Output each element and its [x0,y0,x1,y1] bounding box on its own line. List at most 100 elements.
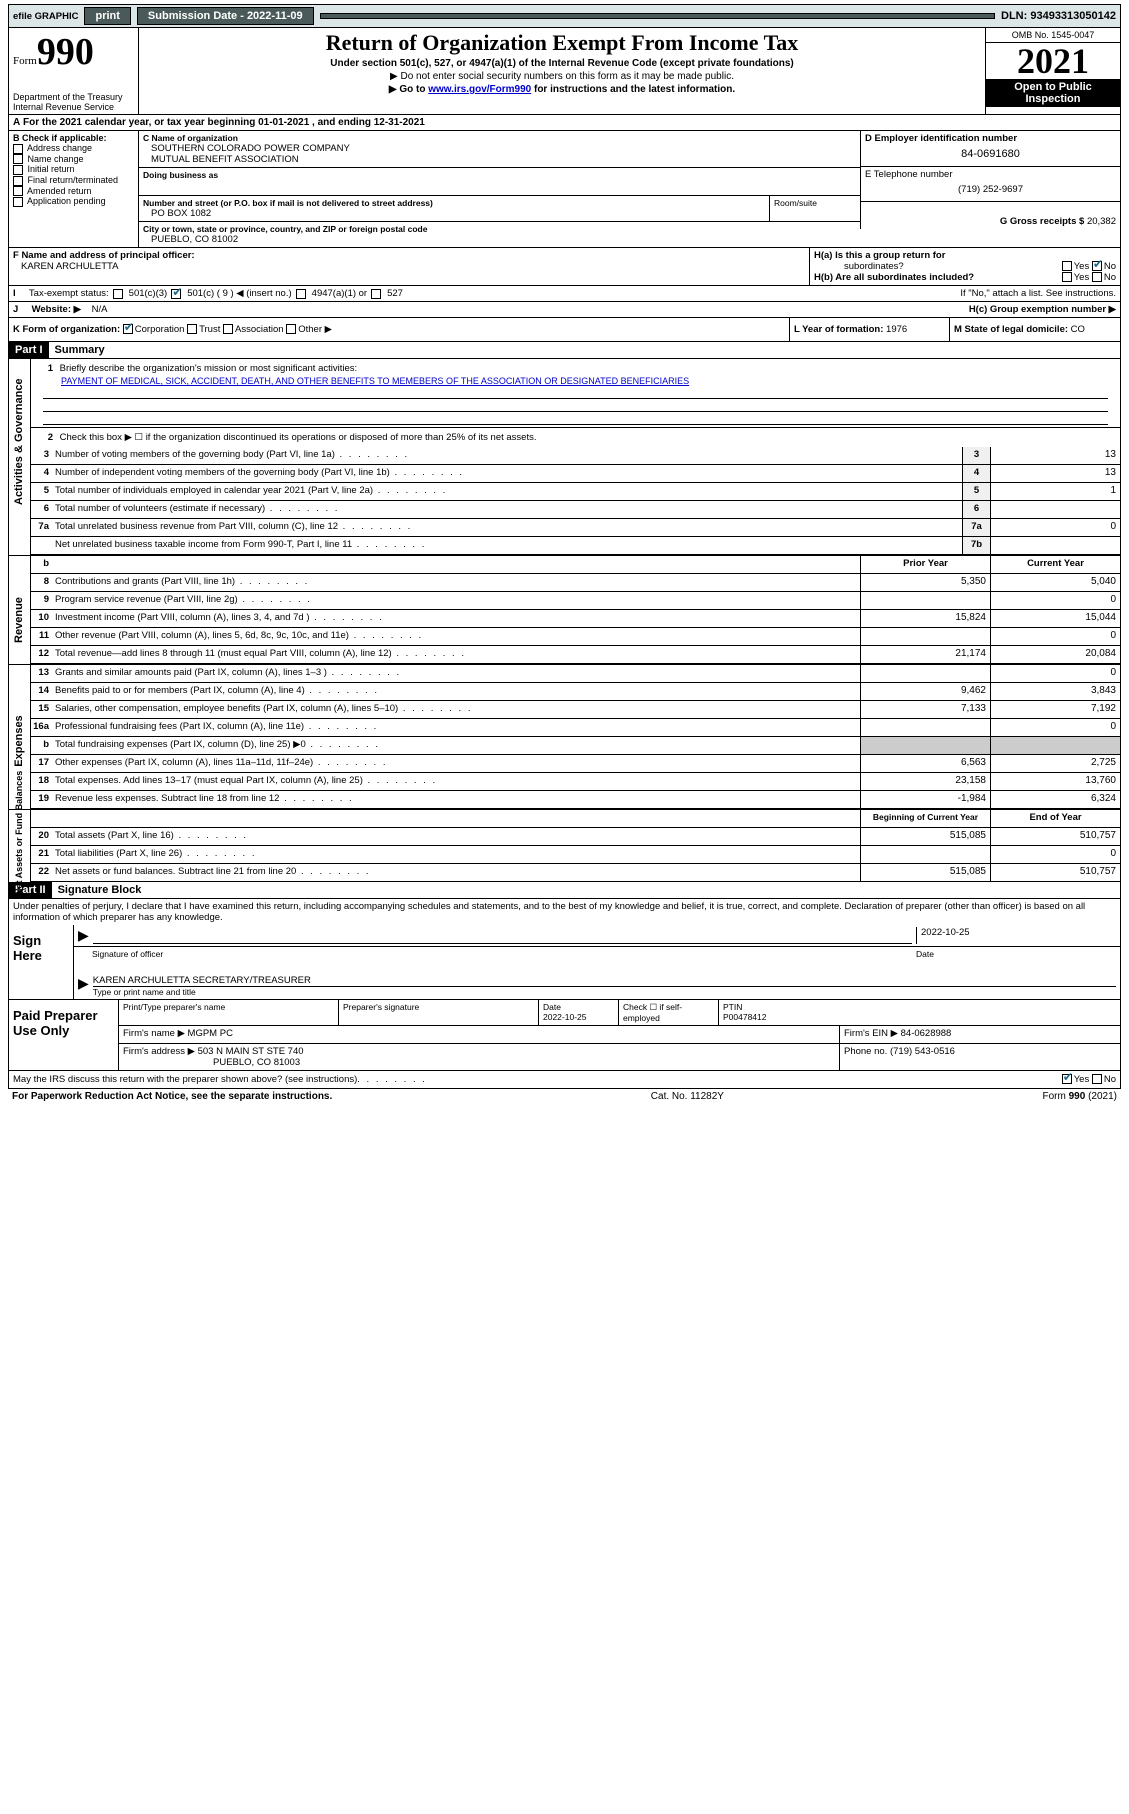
revenue-section: Revenue 8 Contributions and grants (Part… [8,574,1121,664]
line-text: Investment income (Part VIII, column (A)… [53,610,860,627]
prior-year-hdr: Prior Year [860,556,990,573]
line-text: Total number of individuals employed in … [53,483,962,500]
officer-name-title: KAREN ARCHULETTA SECRETARY/TREASURER [93,975,1116,987]
sig-officer-label: Signature of officer [78,949,163,963]
current-val: 0 [990,665,1120,682]
prior-val [860,592,990,609]
line-text: Total revenue—add lines 8 through 11 (mu… [53,646,860,663]
name-title-label: Type or print name and title [93,987,1116,997]
chk-initial[interactable]: Initial return [13,164,134,175]
ha-row: subordinates? Yes No [814,261,1116,272]
line-val: 1 [990,483,1120,500]
current-val: 510,757 [990,828,1120,845]
current-val: 13,760 [990,773,1120,790]
line-val: 13 [990,447,1120,464]
line-text: Professional fundraising fees (Part IX, … [53,719,860,736]
line-val: 13 [990,465,1120,482]
beg-year-hdr: Beginning of Current Year [860,810,990,827]
line-text: Total liabilities (Part X, line 26) [53,846,860,863]
ein-val: 84-0691680 [865,144,1116,164]
open-public: Open to PublicInspection [986,79,1120,107]
prior-val: 7,133 [860,701,990,718]
activities-gov-section: Activities & Governance 1 Briefly descri… [8,359,1121,555]
line-text: Contributions and grants (Part VIII, lin… [53,574,860,591]
current-val: 7,192 [990,701,1120,718]
efile-label: efile GRAPHIC [13,11,78,22]
chk-amended[interactable]: Amended return [13,186,134,197]
prior-val: 515,085 [860,864,990,881]
sign-here-block: Sign Here ▶ 2022-10-25 Signature of offi… [8,925,1121,1000]
submission-date: Submission Date - 2022-11-09 [137,7,314,25]
addr-label: Number and street (or P.O. box if mail i… [143,198,765,208]
side-na: Net Assets or Fund Balances [14,805,24,895]
line-text: Total unrelated business revenue from Pa… [53,519,962,536]
expenses-section: Expenses 13 Grants and similar amounts p… [8,664,1121,809]
sign-here-label: Sign Here [9,925,74,999]
top-toolbar: efile GRAPHIC print Submission Date - 20… [8,4,1121,28]
date-label: Date [916,949,1116,963]
chk-address-change[interactable]: Address change [13,143,134,154]
line-text: Grants and similar amounts paid (Part IX… [53,665,860,682]
line-box: 6 [962,501,990,518]
current-val: 3,843 [990,683,1120,700]
print-button[interactable]: print [84,7,130,25]
row-a-period: A For the 2021 calendar year, or tax yea… [8,115,1121,131]
prior-val: 6,563 [860,755,990,772]
side-rev: Revenue [13,580,25,660]
line-text: Other revenue (Part VIII, column (A), li… [53,628,860,645]
current-val: 2,725 [990,755,1120,772]
city-label: City or town, state or province, country… [143,224,856,234]
prep-name-label: Print/Type preparer's name [119,1000,339,1025]
gross-val: 20,382 [1087,216,1116,227]
chk-name-change[interactable]: Name change [13,154,134,165]
row-i: I Tax-exempt status: 501(c)(3) 501(c) ( … [8,286,1121,302]
prior-val: 515,085 [860,828,990,845]
line-box: 7b [962,537,990,554]
current-val: 0 [990,628,1120,645]
side-ag: Activities & Governance [13,425,25,505]
form-header: Form990 Department of the Treasury Inter… [8,28,1121,115]
paid-preparer-block: Paid Preparer Use Only Print/Type prepar… [8,1000,1121,1071]
goto-note: ▶ Go to www.irs.gov/Form990 for instruct… [141,84,983,95]
line-box: 7a [962,519,990,536]
phone-val: (719) 252-9697 [865,180,1116,199]
org-name-1: SOUTHERN COLORADO POWER COMPANY [143,143,856,154]
irs-label: Internal Revenue Service [13,102,134,112]
line-text: Benefits paid to or for members (Part IX… [53,683,860,700]
prior-val [860,737,990,754]
chk-pending[interactable]: Application pending [13,196,134,207]
row-fh: F Name and address of principal officer:… [8,248,1121,286]
netassets-header: Net Assets or Fund Balances Beginning of… [8,809,1121,882]
part1-bar: Part I Summary [8,342,1121,359]
org-name-2: MUTUAL BENEFIT ASSOCIATION [143,154,856,165]
prior-val: 21,174 [860,646,990,663]
prior-current-header: b Prior Year Current Year [8,555,1121,574]
prior-val [860,719,990,736]
perjury-text: Under penalties of perjury, I declare th… [8,899,1121,925]
line-text: Total assets (Part X, line 16) [53,828,860,845]
current-val: 0 [990,592,1120,609]
chk-final[interactable]: Final return/terminated [13,175,134,186]
prior-val: 9,462 [860,683,990,700]
line-val: 0 [990,519,1120,536]
city-val: PUEBLO, CO 81002 [143,234,856,245]
irs-link[interactable]: www.irs.gov/Form990 [428,84,531,95]
line-text: Program service revenue (Part VIII, line… [53,592,860,609]
officer-name: KAREN ARCHULETTA [13,261,805,272]
line-text: Salaries, other compensation, employee b… [53,701,860,718]
spacer [320,13,995,19]
side-exp: Expenses [13,701,25,781]
ha: H(a) Is this a group return for [814,250,1116,261]
ein-label: D Employer identification number [865,133,1116,144]
line-text: Total expenses. Add lines 13–17 (must eq… [53,773,860,790]
footer: For Paperwork Reduction Act Notice, see … [8,1089,1121,1104]
dept-treasury: Department of the Treasury [13,92,134,102]
form-990-logo: Form990 [13,30,134,74]
current-val: 20,084 [990,646,1120,663]
mission-text: PAYMENT OF MEDICAL, SICK, ACCIDENT, DEAT… [35,376,1116,386]
current-val: 0 [990,846,1120,863]
paid-preparer-label: Paid Preparer Use Only [9,1000,119,1070]
officer-label: F Name and address of principal officer: [13,250,805,261]
ssn-note: ▶ Do not enter social security numbers o… [141,71,983,82]
line-text: Number of voting members of the governin… [53,447,962,464]
